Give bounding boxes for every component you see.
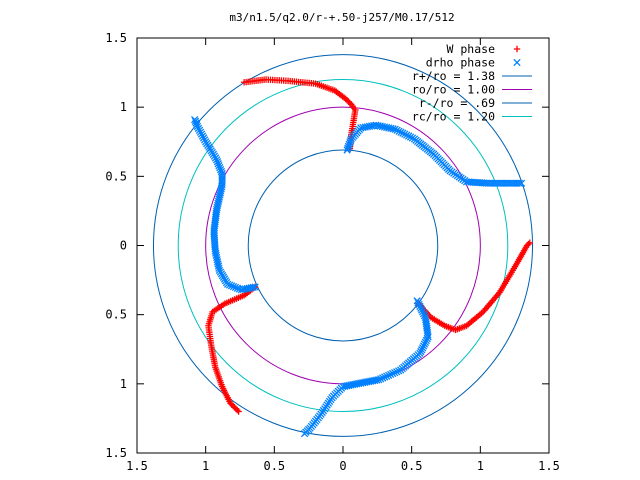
marker-1-1 xyxy=(379,374,387,382)
legend-marker xyxy=(513,58,521,67)
marker-1-1 xyxy=(421,338,430,346)
reference-circles xyxy=(152,54,534,437)
series-1 xyxy=(191,115,526,438)
marker-1-0 xyxy=(401,130,409,138)
marker-1-1 xyxy=(415,300,423,309)
marker-1-1 xyxy=(420,340,429,348)
marker-1-2 xyxy=(227,282,236,290)
marker-1-2 xyxy=(237,286,246,294)
marker-1-1 xyxy=(418,308,427,316)
legend-label: ro/ro = 1.00 xyxy=(412,83,495,97)
marker-1-0 xyxy=(393,126,401,134)
legend-label: r+/ro = 1.38 xyxy=(412,69,495,83)
marker-1-2 xyxy=(213,158,222,166)
marker-1-1 xyxy=(383,372,391,380)
series-0 xyxy=(205,76,533,415)
x-tick-label: 0.5 xyxy=(401,459,423,473)
marker-1-1 xyxy=(419,310,428,318)
marker-1-1 xyxy=(387,370,395,379)
legend-label: drho phase xyxy=(426,56,495,70)
marker-1-1 xyxy=(418,306,426,314)
marker-1-2 xyxy=(215,162,223,170)
marker-1-1 xyxy=(385,371,393,379)
marker-1-2 xyxy=(191,115,199,124)
chart-title: m3/n1.5/q2.0/r-+.50-j257/M0.17/512 xyxy=(229,11,454,24)
marker-1-2 xyxy=(191,117,200,126)
marker-1-1 xyxy=(389,369,397,378)
marker-0-2 xyxy=(235,408,242,415)
marker-1-1 xyxy=(300,429,309,438)
marker-1-0 xyxy=(408,134,417,142)
y-tick-label: 1.5 xyxy=(105,446,127,460)
x-tick-label: 0 xyxy=(339,459,346,473)
marker-0-2 xyxy=(234,406,241,414)
y-tick-label: 0.5 xyxy=(105,308,127,322)
marker-1-0 xyxy=(406,133,415,141)
marker-1-0 xyxy=(391,125,399,133)
marker-1-0 xyxy=(346,137,355,145)
circle-5 xyxy=(177,79,509,412)
marker-1-2 xyxy=(233,284,242,292)
marker-1-2 xyxy=(217,167,226,176)
marker-1-1 xyxy=(393,368,401,376)
marker-1-2 xyxy=(216,165,225,174)
marker-1-2 xyxy=(235,285,244,293)
y-tick-label: 0.5 xyxy=(105,169,127,183)
legend-label: rc/ro = 1.20 xyxy=(412,110,495,124)
marker-1-1 xyxy=(377,375,385,383)
marker-1-0 xyxy=(395,127,403,135)
marker-1-2 xyxy=(218,169,226,178)
y-tick-label: 1.5 xyxy=(105,31,127,45)
marker-1-1 xyxy=(391,368,399,377)
x-tick-label: 1.5 xyxy=(126,459,148,473)
marker-1-1 xyxy=(341,382,349,390)
marker-1-1 xyxy=(419,342,428,350)
marker-0-1 xyxy=(526,239,533,246)
marker-0-1 xyxy=(525,240,532,248)
marker-1-0 xyxy=(389,125,397,133)
marker-1-1 xyxy=(413,297,421,305)
legend-label: W phase xyxy=(447,42,496,56)
legend-label: r-/ro = .69 xyxy=(419,96,495,110)
marker-1-2 xyxy=(216,163,224,172)
marker-1-1 xyxy=(420,311,429,320)
marker-1-0 xyxy=(403,131,411,139)
marker-1-1 xyxy=(381,373,389,381)
marker-1-1 xyxy=(414,299,422,307)
x-tick-label: 1.5 xyxy=(538,459,560,473)
circle-3 xyxy=(205,106,481,385)
x-tick-label: 1 xyxy=(477,459,484,473)
marker-1-1 xyxy=(423,334,431,343)
marker-1-1 xyxy=(422,336,430,345)
marker-1-0 xyxy=(399,129,407,137)
circle-2 xyxy=(152,54,534,437)
marker-1-1 xyxy=(397,366,405,374)
y-tick-label: 1 xyxy=(120,100,127,114)
circle-4 xyxy=(247,149,439,342)
marker-1-0 xyxy=(515,179,523,187)
marker-1-1 xyxy=(424,333,432,341)
marker-1-2 xyxy=(214,160,222,168)
marker-1-2 xyxy=(229,282,238,291)
marker-0-0 xyxy=(240,79,248,86)
marker-1-0 xyxy=(404,132,413,140)
x-tick-label: 0.5 xyxy=(263,459,285,473)
marker-1-1 xyxy=(418,346,426,354)
marker-1-1 xyxy=(417,304,425,312)
y-tick-label: 1 xyxy=(120,377,127,391)
marker-1-1 xyxy=(395,367,403,375)
marker-1-1 xyxy=(418,344,427,352)
legend-marker xyxy=(513,45,521,53)
x-tick-label: 1 xyxy=(202,459,209,473)
y-tick-label: 0 xyxy=(120,239,127,253)
marker-1-2 xyxy=(231,283,240,292)
marker-1-0 xyxy=(397,128,405,136)
marker-1-0 xyxy=(517,179,526,187)
marker-1-1 xyxy=(416,302,424,311)
data-points xyxy=(191,76,533,438)
